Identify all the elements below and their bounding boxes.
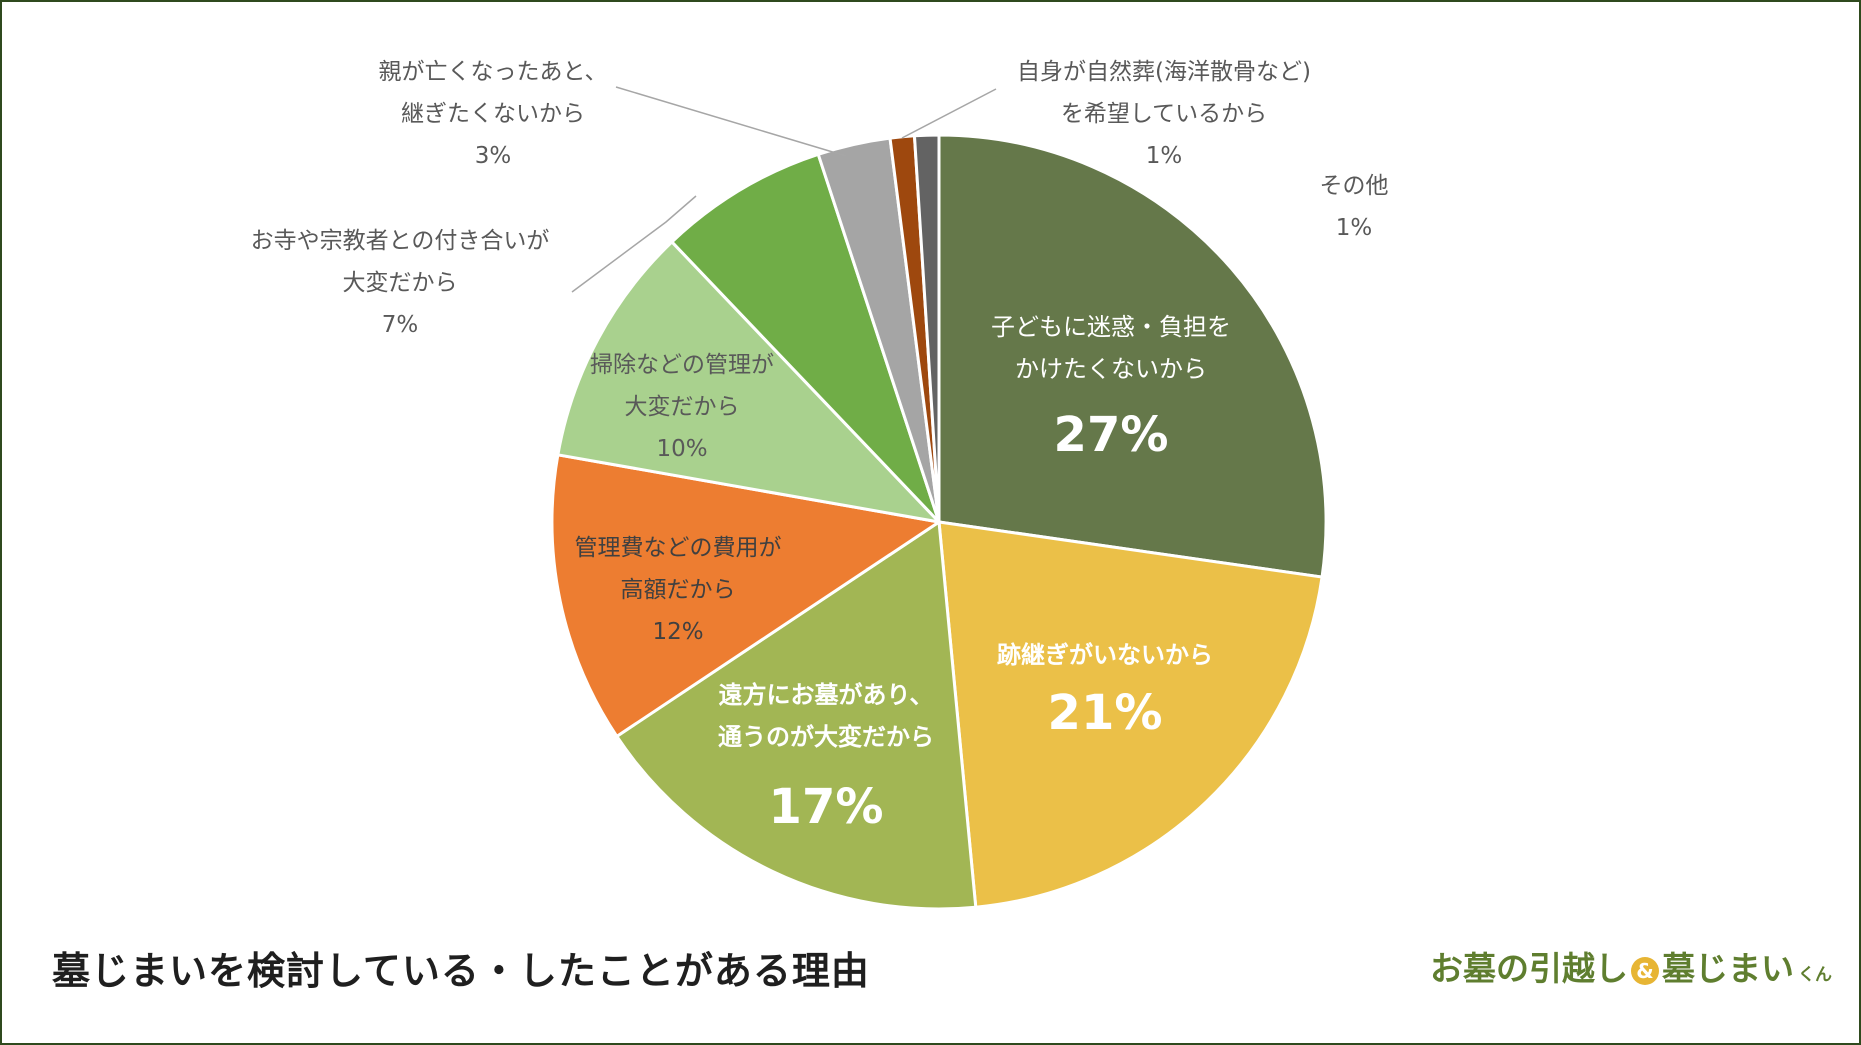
logo-ampersand: &: [1631, 956, 1659, 985]
slice-label-text: 親が亡くなったあと、: [378, 59, 607, 85]
slice-label-text: 大変だから: [625, 394, 740, 420]
slice-label-8: 自身が自然葬(海洋散骨など) を希望しているから 1%: [1017, 59, 1311, 169]
slice-value-label: 1%: [1336, 215, 1373, 241]
slice-label-text: 通うのが大変だから: [718, 723, 934, 751]
leader-line-6: [571, 195, 697, 293]
pie-slice-6: [670, 152, 941, 524]
slice-label-text: 大変だから: [343, 270, 458, 296]
brand-logo: お墓の引越し & 墓じまい くん: [1430, 952, 1832, 985]
pie-slice-2: [937, 520, 1324, 909]
pie-slice-3: [615, 520, 978, 911]
slice-label-text: 継ぎたくないから: [401, 101, 585, 127]
slice-label-7: 親が亡くなったあと、継ぎたくないから 3%: [378, 59, 607, 169]
slice-value-label: 7%: [382, 312, 419, 338]
slice-value-label: 21%: [1048, 685, 1163, 741]
slice-label-text: 跡継ぎがいないから: [997, 641, 1213, 669]
slice-label-2: 跡継ぎがいないから 21%: [997, 641, 1213, 741]
slice-label-text: お寺や宗教者との付き合いが: [251, 228, 550, 254]
slice-value-label: 12%: [652, 619, 703, 645]
logo-text-sub: 墓じまい: [1662, 949, 1794, 988]
slice-label-text: 遠方にお墓があり、: [718, 681, 933, 709]
slice-label-text: 高額だから: [621, 577, 736, 603]
slice-label-text: 自身が自然葬(海洋散骨など): [1017, 59, 1311, 85]
slice-label-3: 遠方にお墓があり、通うのが大変だから 17%: [718, 681, 934, 835]
pie-slice-4: [550, 453, 941, 738]
slice-label-text: その他: [1320, 173, 1389, 199]
logo-text-suffix: くん: [1798, 965, 1832, 985]
slice-value-label: 3%: [475, 143, 512, 169]
slice-label-text: 子どもに迷惑・負担を: [991, 313, 1231, 341]
slice-value-label: 1%: [1146, 143, 1183, 169]
slice-value-label: 17%: [769, 779, 884, 835]
logo-text-main: お墓の引越し: [1430, 949, 1628, 988]
pie-slice-5: [556, 240, 941, 524]
leader-line-8: [901, 88, 997, 139]
slice-label-text: を希望しているから: [1061, 101, 1267, 127]
pie-slice-9: [912, 133, 941, 524]
slice-label-text: 管理費などの費用が: [575, 535, 782, 561]
chart-title: 墓じまいを検討している・したことがある理由: [52, 949, 870, 993]
pie-slice-1: [937, 133, 1328, 579]
slice-value-label: 10%: [656, 436, 707, 462]
slice-value-label: 27%: [1054, 407, 1169, 463]
slice-label-text: 掃除などの管理が: [590, 352, 774, 378]
slice-label-text: かけたくないから: [1015, 355, 1207, 383]
leader-line-7: [615, 86, 847, 157]
slice-label-9: その他 1%: [1320, 173, 1389, 241]
